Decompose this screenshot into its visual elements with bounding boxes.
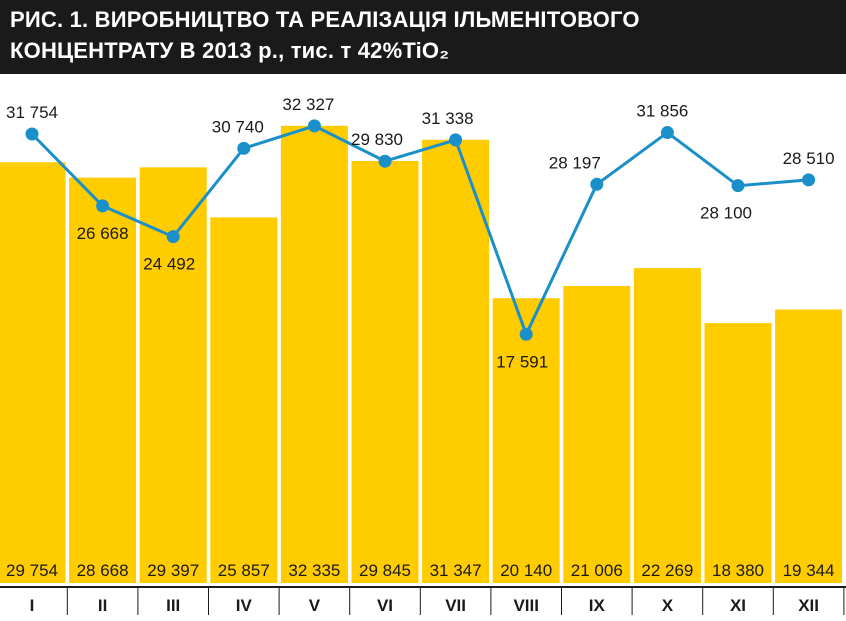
bar-XII	[775, 309, 843, 583]
line-series	[25, 119, 816, 341]
chart-title-bar: РИС. 1. ВИРОБНИЦТВО ТА РЕАЛІЗАЦІЯ ІЛЬМЕН…	[0, 0, 846, 74]
bars-series	[0, 125, 843, 584]
x-tick-label-V: V	[309, 596, 321, 615]
line-path	[30, 124, 809, 336]
line-point-V	[307, 119, 321, 133]
bar-IV	[210, 217, 278, 583]
line-point-XI	[731, 179, 745, 193]
bar-value-label: 28 668	[77, 561, 129, 580]
chart-title-line-1: РИС. 1. ВИРОБНИЦТВО ТА РЕАЛІЗАЦІЯ ІЛЬМЕН…	[10, 7, 640, 32]
bar-value-label: 21 006	[571, 561, 623, 580]
bar-VII	[422, 139, 490, 583]
line-point-X	[660, 126, 674, 140]
line-point-XII	[802, 173, 816, 187]
bar-value-label: 29 845	[359, 561, 411, 580]
bar-value-label: 20 140	[500, 561, 552, 580]
line-value-labels: 31 754 26 668 24 492 30 740 32 327 29 830 31 3…	[6, 95, 835, 371]
bar-III	[139, 167, 207, 583]
line-value-label: 28 197	[549, 153, 601, 172]
bar-VIII	[492, 298, 560, 583]
line-point-VI	[378, 154, 392, 168]
line-point-III	[166, 230, 180, 244]
x-tick-label-VII: VII	[445, 596, 466, 615]
x-tick-label-XI: XI	[730, 596, 746, 615]
line-value-label: 30 740	[212, 117, 264, 136]
x-tick-label-IV: IV	[236, 596, 253, 615]
x-tick-label-X: X	[662, 596, 674, 615]
bar-value-label: 22 269	[641, 561, 693, 580]
bar-II	[69, 177, 137, 584]
line-value-label: 28 510	[783, 149, 835, 168]
bar-X	[633, 268, 701, 583]
bar-value-labels: 29 754 28 668 29 397 25 857 32 335 29 845 31 3…	[6, 561, 835, 580]
line-point-IX	[590, 177, 604, 191]
line-point-I	[25, 127, 39, 141]
bar-value-label: 31 347	[430, 561, 482, 580]
x-axis: I II III IV V VI VII VIII IX X XI XII	[0, 586, 846, 615]
bar-value-label: 29 754	[6, 561, 58, 580]
line-value-label: 24 492	[143, 255, 195, 274]
line-point-II	[96, 199, 110, 213]
line-value-label: 31 754	[6, 103, 58, 122]
bar-XI	[704, 323, 772, 583]
x-tick-label-I: I	[30, 596, 35, 615]
line-value-label: 29 830	[351, 130, 403, 149]
line-point-VII	[449, 133, 463, 147]
bar-VI	[351, 160, 419, 583]
x-tick-label-XII: XII	[798, 596, 819, 615]
line-point-IV	[237, 141, 251, 155]
line-value-label: 31 338	[422, 109, 474, 128]
bar-value-label: 19 344	[783, 561, 835, 580]
bar-I	[0, 162, 66, 583]
line-value-label: 26 668	[77, 224, 129, 243]
bar-value-label: 25 857	[218, 561, 270, 580]
bar-value-label: 29 397	[147, 561, 199, 580]
bar-IX	[563, 285, 631, 583]
x-tick-label-IX: IX	[589, 596, 606, 615]
line-value-label: 17 591	[496, 352, 548, 371]
bar-V	[280, 125, 348, 584]
bar-value-label: 32 335	[288, 561, 340, 580]
line-value-label: 32 327	[282, 95, 334, 114]
x-tick-label-II: II	[98, 596, 107, 615]
x-tick-label-VIII: VIII	[513, 596, 539, 615]
line-point-VIII	[519, 327, 533, 341]
chart-title-line-2: КОНЦЕНТРАТУ В 2013 р., тис. т 42%TiO₂	[10, 38, 450, 63]
line-value-label: 31 856	[636, 102, 688, 121]
bar-value-label: 18 380	[712, 561, 764, 580]
line-value-label: 28 100	[700, 204, 752, 223]
x-tick-label-III: III	[166, 596, 180, 615]
x-tick-label-VI: VI	[377, 596, 393, 615]
